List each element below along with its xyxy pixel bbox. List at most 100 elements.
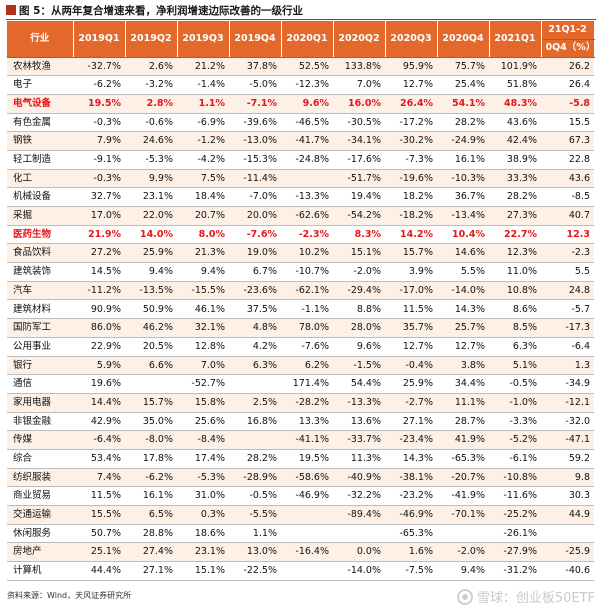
growth-cell: -1.0% <box>489 393 541 413</box>
growth-cell: -46.5% <box>281 113 333 133</box>
table-row: 电气设备 19.5% 2.8% 1.1% -7.1% 9.6% 16.0% 26.4% 54.1… <box>7 94 594 114</box>
industry-name: 有色金属 <box>7 113 73 133</box>
growth-cell: -54.2% <box>333 206 385 226</box>
growth-cell: 8.3% <box>333 225 385 245</box>
growth-cell: 15.5% <box>73 505 125 525</box>
change-cell: -5.7 <box>541 299 594 320</box>
growth-cell: -24.8% <box>281 150 333 170</box>
growth-cell: 21.3% <box>177 243 229 264</box>
growth-cell: 19.5% <box>281 449 333 469</box>
growth-cell: 13.3% <box>281 412 333 432</box>
growth-cell <box>333 524 385 544</box>
growth-cell: -18.2% <box>385 206 437 226</box>
industry-name: 化工 <box>7 169 73 189</box>
growth-cell: 0.3% <box>177 505 229 525</box>
growth-cell: 14.4% <box>73 393 125 413</box>
growth-cell: -12.3% <box>281 75 333 95</box>
title-divider <box>6 19 596 20</box>
growth-cell: 86.0% <box>73 318 125 338</box>
growth-cell: -5.2% <box>489 430 541 450</box>
growth-cell: 28.2% <box>489 187 541 207</box>
growth-cell: 2.8% <box>125 94 177 114</box>
change-cell: 26.2 <box>541 57 594 77</box>
growth-cell: -22.5% <box>229 561 281 581</box>
growth-cell: 52.5% <box>281 57 333 77</box>
column-header-change-line2: 0Q4（%） <box>541 39 595 58</box>
change-cell: -17.3 <box>541 318 594 338</box>
growth-cell: -62.6% <box>281 206 333 226</box>
column-header-2020q2: 2020Q2 <box>333 21 386 58</box>
table-row: 房地产 25.1% 27.4% 23.1% 13.0% -16.4% 0.0% 1.6% -2.… <box>7 542 594 563</box>
growth-cell: 2.5% <box>229 393 281 413</box>
table-row: 家用电器 14.4% 15.7% 15.8% 2.5% -28.2% -13.3% -2.7%… <box>7 393 594 413</box>
growth-cell: 22.9% <box>73 337 125 357</box>
growth-cell: 3.9% <box>385 262 437 282</box>
growth-cell: 1.1% <box>229 524 281 544</box>
industry-name: 综合 <box>7 449 73 469</box>
growth-cell: -33.7% <box>333 430 385 450</box>
table-row: 通信 19.6% -52.7% 171.4% 54.4% 25.9% 34.4% -0.5% -… <box>7 374 594 394</box>
table-row: 农林牧渔 -32.7% 2.6% 21.2% 37.8% 52.5% 133.8% 95.9%… <box>7 57 594 77</box>
growth-cell: 37.8% <box>229 57 281 77</box>
growth-cell: 7.0% <box>333 75 385 95</box>
change-cell: -5.8 <box>541 94 594 114</box>
growth-cell: 22.0% <box>125 206 177 226</box>
watermark-text: 雪球：创业板50ETF <box>476 591 595 606</box>
growth-cell: -8.0% <box>125 430 177 450</box>
table-row: 休闲服务 50.7% 28.8% 18.6% 1.1% -65.3% -26.1% <box>7 524 594 544</box>
change-cell: 43.6 <box>541 169 594 189</box>
growth-cell: 6.6% <box>125 356 177 376</box>
growth-cell <box>281 524 333 544</box>
growth-cell: 16.8% <box>229 412 281 432</box>
growth-cell: 53.4% <box>73 449 125 469</box>
growth-cell: -0.3% <box>73 169 125 189</box>
column-header-2020q3: 2020Q3 <box>385 21 438 58</box>
growth-cell: 10.4% <box>437 225 489 245</box>
growth-cell: 54.4% <box>333 374 385 394</box>
table-row: 医药生物 21.9% 14.0% 8.0% -7.6% -2.3% 8.3% 14.2% 10.… <box>7 225 594 245</box>
industry-name: 采掘 <box>7 206 73 226</box>
growth-cell: -23.4% <box>385 430 437 450</box>
change-cell: 5.5 <box>541 262 594 282</box>
table-row: 商业贸易 11.5% 16.1% 31.0% -0.5% -46.9% -32.2% -23.… <box>7 486 594 506</box>
growth-cell: -6.2% <box>73 75 125 95</box>
growth-cell: 14.5% <box>73 262 125 282</box>
growth-cell: 20.7% <box>177 206 229 226</box>
growth-cell: -89.4% <box>333 505 385 525</box>
growth-cell: 11.3% <box>333 449 385 469</box>
change-cell: 9.8 <box>541 468 594 488</box>
growth-cell: 37.5% <box>229 299 281 320</box>
growth-cell: -5.5% <box>229 505 281 525</box>
growth-cell: 18.4% <box>177 187 229 207</box>
growth-cell: 11.1% <box>437 393 489 413</box>
growth-cell: 9.4% <box>437 561 489 581</box>
growth-cell: -32.2% <box>333 486 385 506</box>
growth-cell: -29.4% <box>333 281 385 301</box>
change-cell: 24.8 <box>541 281 594 301</box>
growth-cell: 15.7% <box>125 393 177 413</box>
growth-cell: 101.9% <box>489 57 541 77</box>
growth-cell: 4.2% <box>229 337 281 357</box>
growth-cell: -28.2% <box>281 393 333 413</box>
growth-cell: 78.0% <box>281 318 333 338</box>
watermark: 雪球：创业板50ETF <box>456 587 595 606</box>
growth-cell: 14.3% <box>385 449 437 469</box>
industry-name: 通信 <box>7 374 73 394</box>
growth-cell: 17.4% <box>177 449 229 469</box>
growth-cell: 90.9% <box>73 299 125 320</box>
growth-cell: -23.6% <box>229 281 281 301</box>
growth-cell: -17.6% <box>333 150 385 170</box>
growth-cell: 19.6% <box>73 374 125 394</box>
growth-cell <box>229 430 281 450</box>
growth-cell: 28.7% <box>437 412 489 432</box>
change-cell: -12.1 <box>541 393 594 413</box>
growth-cell: 25.7% <box>437 318 489 338</box>
growth-cell: 1.1% <box>177 94 229 114</box>
industry-name: 机械设备 <box>7 187 73 207</box>
change-cell: 40.7 <box>541 206 594 226</box>
industry-name: 钢铁 <box>7 131 73 151</box>
industry-name: 农林牧渔 <box>7 57 73 77</box>
growth-cell: -30.5% <box>333 113 385 133</box>
growth-cell: -7.5% <box>385 561 437 581</box>
growth-cell: -13.0% <box>229 131 281 151</box>
